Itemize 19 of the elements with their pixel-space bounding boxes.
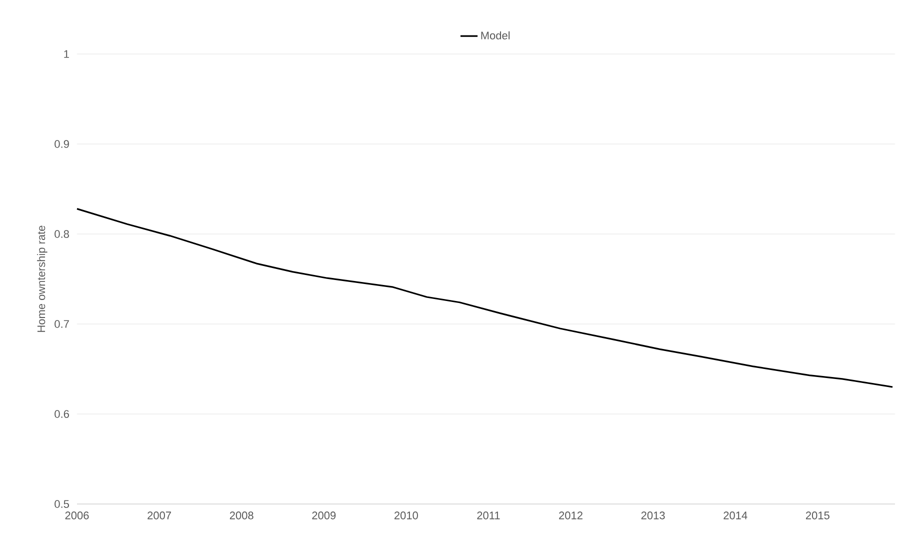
x-tick-label: 2015 [806, 512, 830, 520]
legend-label: Model [481, 31, 510, 40]
y-axis-title: Home owntership rate [37, 226, 48, 332]
x-tick-label: 2007 [148, 512, 171, 520]
x-tick-label: 2011 [477, 512, 500, 520]
y-tick-label: 0.5 [54, 500, 69, 508]
y-tick-label: 0.8 [54, 230, 69, 238]
x-tick-label: 2006 [65, 512, 89, 520]
y-tick-label: 0.6 [54, 410, 69, 418]
x-tick-label: 2012 [559, 512, 582, 520]
y-tick-label: 1 [64, 50, 69, 58]
x-tick-label: 2009 [312, 512, 336, 520]
x-tick-label: 2014 [724, 512, 748, 520]
x-tick-label: 2010 [394, 512, 418, 520]
line-series [76, 208, 894, 388]
y-tick-label: 0.7 [54, 320, 69, 328]
x-tick-label: 2008 [230, 512, 254, 520]
x-tick-label: 2013 [641, 512, 665, 520]
y-tick-label: 0.9 [54, 140, 69, 148]
